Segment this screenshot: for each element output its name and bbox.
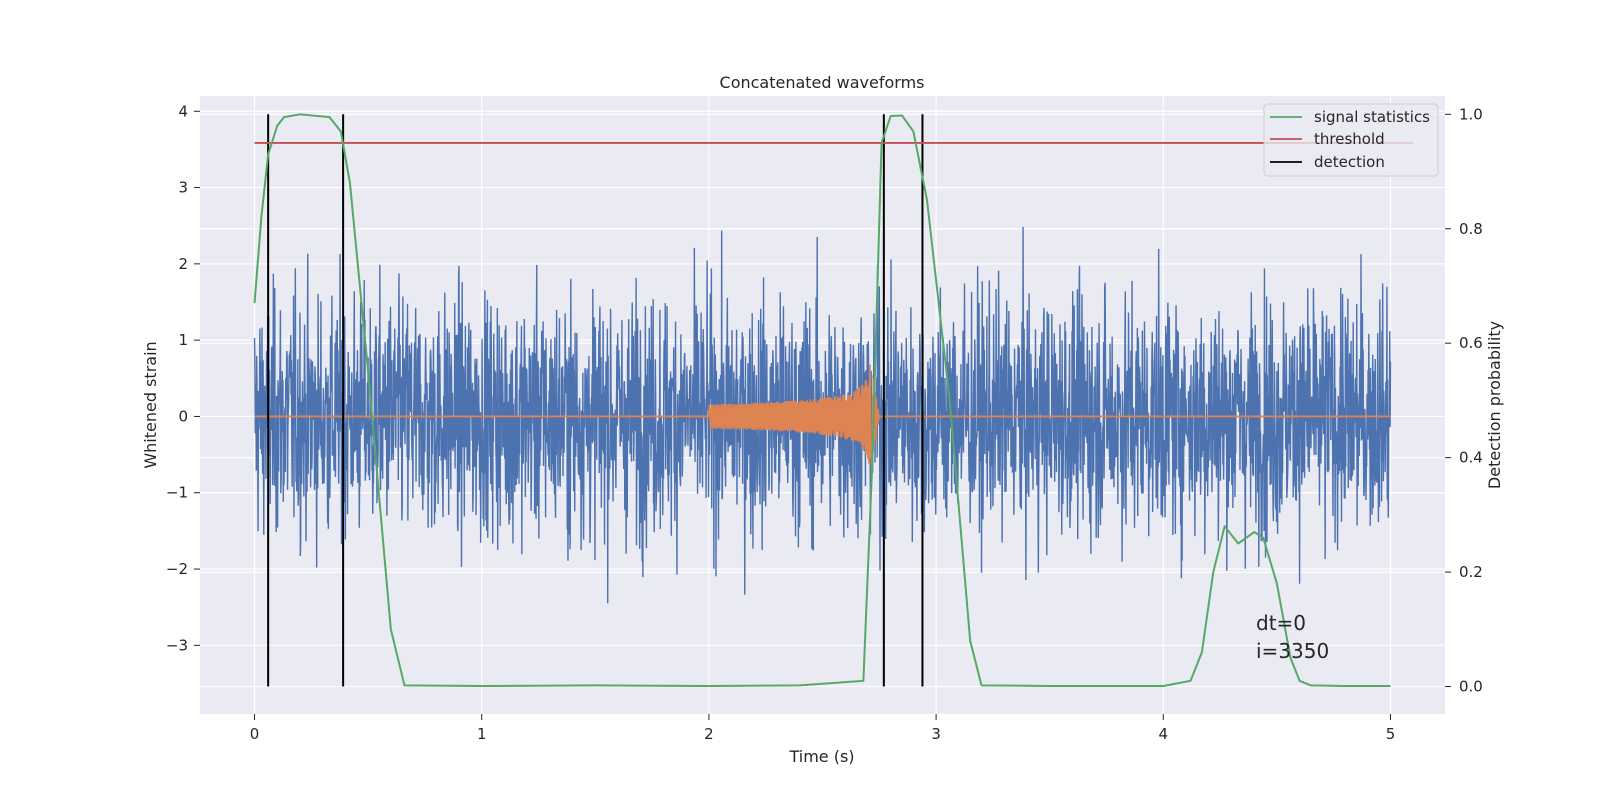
x-tick-label: 4: [1159, 725, 1169, 743]
legend-label-threshold: threshold: [1314, 130, 1385, 148]
y-right-tick-label: 1.0: [1459, 105, 1483, 123]
chart-title: Concatenated waveforms: [720, 73, 925, 92]
y-left-tick-label: 1: [178, 331, 188, 349]
series-marks: [253, 113, 1414, 687]
y-left-tick-label: −1: [166, 484, 188, 502]
template-series: [254, 364, 1391, 471]
legend-label-detection: detection: [1314, 153, 1385, 171]
grid: [200, 96, 1445, 714]
axis-ticks: 0 1 2 3 4 5 −3 −2 −1 0 1 2 3 4 0.0 0.2 0.4 0.6 0.8 1.0: [166, 102, 1483, 743]
x-tick-label: 1: [477, 725, 487, 743]
y-right-tick-label: 0.2: [1459, 563, 1483, 581]
y-left-tick-label: 3: [178, 179, 188, 197]
legend-box: [1263, 103, 1439, 177]
x-tick-label: 0: [250, 725, 260, 743]
y-axis-right-label: Detection probability: [1485, 321, 1504, 489]
legend-label-signal-statistics: signal statistics: [1314, 108, 1430, 126]
y-right-tick-label: 0.0: [1459, 678, 1483, 696]
template-line: [254, 364, 1391, 471]
y-left-tick-label: 0: [178, 407, 188, 425]
x-tick-label: 3: [931, 725, 941, 743]
y-left-tick-label: −2: [166, 560, 188, 578]
signal-statistics-line: [253, 113, 1391, 687]
legend: signal statistics threshold detection: [1263, 103, 1439, 177]
y-left-tick-label: 2: [178, 255, 188, 273]
annotation-dt: dt=0: [1256, 611, 1306, 635]
x-tick-label: 5: [1386, 725, 1396, 743]
x-axis-label: Time (s): [788, 747, 854, 766]
y-left-tick-label: −3: [166, 636, 188, 654]
y-right-tick-label: 0.6: [1459, 334, 1483, 352]
y-right-tick-label: 0.4: [1459, 449, 1483, 467]
y-axis-left-label: Whitened strain: [141, 341, 160, 468]
annotation-i: i=3350: [1256, 639, 1329, 663]
y-left-tick-label: 4: [178, 102, 188, 120]
y-right-tick-label: 0.8: [1459, 220, 1483, 238]
x-tick-label: 2: [704, 725, 714, 743]
